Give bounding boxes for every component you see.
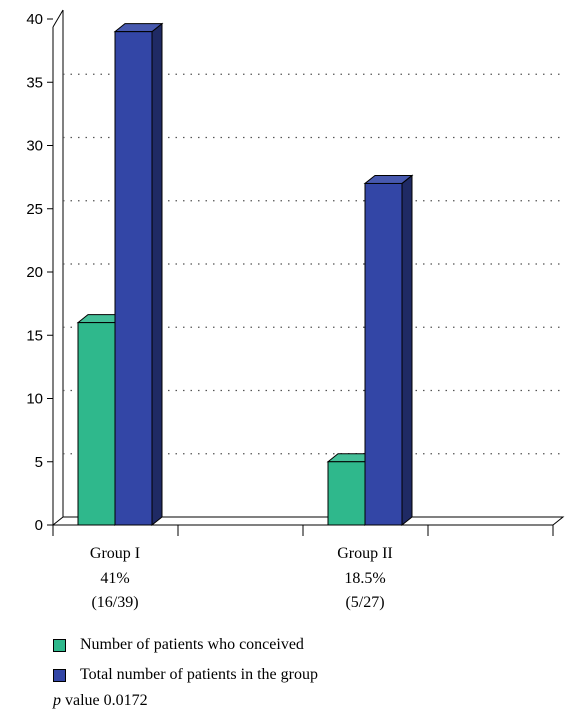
y-tick-label-40: 40 — [26, 11, 43, 28]
legend-label-conceived: Number of patients who conceived — [80, 636, 304, 653]
p-symbol: p — [53, 692, 61, 709]
legend-swatch-total — [53, 668, 66, 682]
y-tick-label-5: 5 — [35, 454, 43, 471]
legend-item-conceived: Number of patients who conceived — [53, 632, 318, 658]
legend: Number of patients who conceived Total n… — [53, 632, 318, 692]
bar-chart: 0 5 10 15 20 25 30 35 40 Group I 41% (16/39) Group I… — [26, 9, 565, 611]
bar-0-0-front — [77, 322, 116, 526]
category-sublabel-1-1: (5/27) — [345, 594, 384, 611]
category-sublabel-0-1: (16/39) — [91, 594, 138, 611]
y-tick-label-35: 35 — [26, 74, 43, 91]
category-label-0: Group I — [90, 545, 140, 562]
y-tick-label-25: 25 — [26, 201, 43, 218]
y-tick-label-30: 30 — [26, 138, 43, 155]
category-sublabel-1-0: 18.5% — [344, 570, 385, 587]
bar-1-0-front — [327, 461, 366, 526]
p-value-text: value 0.0172 — [65, 692, 148, 709]
category-label-1: Group II — [337, 545, 393, 562]
y-tick-label-15: 15 — [26, 327, 43, 344]
y-axis-top-edge — [52, 9, 64, 28]
y-tick-label-0: 0 — [35, 517, 43, 534]
legend-label-total: Total number of patients in the group — [80, 666, 318, 683]
legend-swatch-conceived — [53, 638, 66, 652]
p-value-note: p value 0.0172 — [53, 692, 148, 710]
y-tick-label-20: 20 — [26, 264, 43, 281]
y-tick-label-10: 10 — [26, 391, 43, 408]
bar-1-1-front — [364, 182, 403, 526]
legend-item-total: Total number of patients in the group — [53, 662, 318, 688]
bar-0-1-side — [151, 22, 163, 527]
bar-1-1-side — [401, 174, 413, 527]
category-sublabel-0-0: 41% — [100, 570, 129, 587]
bar-0-1-front — [114, 31, 153, 526]
